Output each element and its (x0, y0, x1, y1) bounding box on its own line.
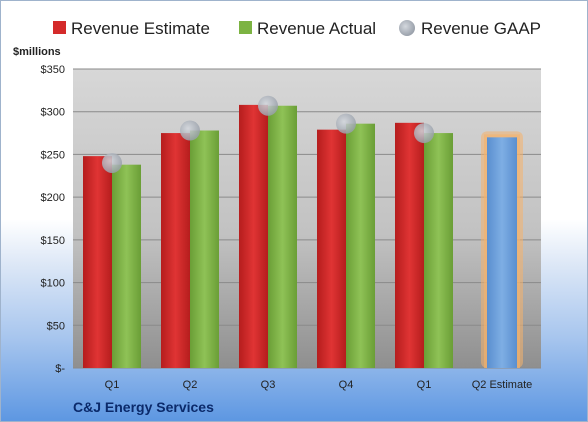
gridlines (73, 68, 541, 369)
bar-revenue-estimate (239, 104, 268, 368)
legend-label-revenue-actual: Revenue Actual (257, 19, 376, 38)
x-tick-label: Q4 (339, 379, 354, 391)
legend-marker-revenue-gaap (399, 20, 415, 36)
bar-revenue-actual (346, 123, 375, 368)
y-tick-label: $100 (41, 278, 65, 290)
bar-q2-estimate (487, 137, 517, 368)
y-tick-label: $50 (47, 320, 65, 332)
marker-revenue-gaap (336, 113, 356, 134)
x-tick-label: Q1 (105, 379, 120, 391)
bar-revenue-actual (424, 133, 453, 368)
bar-revenue-actual (190, 130, 219, 368)
legend: Revenue Estimate Revenue Actual Revenue … (53, 19, 541, 38)
legend-label-revenue-estimate: Revenue Estimate (71, 19, 210, 38)
x-tick-label: Q3 (261, 379, 276, 391)
x-tick-label: Q1 (417, 379, 432, 391)
gaap-markers (102, 95, 434, 173)
marker-revenue-gaap (414, 123, 434, 144)
x-tick-label: Q2 Estimate (472, 379, 533, 391)
legend-swatch-revenue-estimate (53, 21, 66, 34)
bar-revenue-estimate (317, 129, 346, 368)
y-tick-label: $150 (41, 235, 65, 247)
y-axis-unit-label: $millions (13, 46, 61, 58)
y-tick-label: $250 (41, 149, 65, 161)
plot-area (73, 69, 541, 368)
bar-revenue-estimate (161, 133, 190, 368)
x-tick-label: Q2 (183, 379, 198, 391)
y-tick-label: $300 (41, 107, 65, 119)
bar-revenue-actual (268, 105, 297, 368)
bar-revenue-estimate (83, 156, 112, 368)
marker-revenue-gaap (180, 120, 200, 141)
x-axis-ticks: Q1 Q2 Q3 Q4 Q1 Q2 Estimate (105, 379, 533, 391)
y-tick-label: $200 (41, 192, 65, 204)
bar-revenue-actual (112, 164, 141, 368)
marker-revenue-gaap (102, 152, 122, 173)
bar-revenue-estimate (395, 122, 424, 368)
y-tick-label: $- (55, 363, 65, 375)
y-tick-label: $350 (41, 64, 65, 76)
legend-label-revenue-gaap: Revenue GAAP (421, 19, 541, 38)
marker-revenue-gaap (258, 95, 278, 116)
legend-swatch-revenue-actual (239, 21, 252, 34)
company-name: C&J Energy Services (73, 399, 214, 415)
y-axis-ticks: $- $50 $100 $150 $200 $250 $300 $350 (41, 64, 66, 375)
bars (83, 104, 523, 368)
